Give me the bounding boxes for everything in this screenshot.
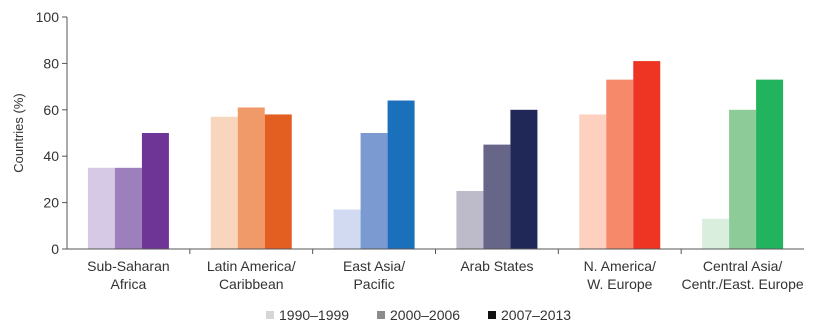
legend-swatch	[488, 311, 496, 319]
y-tick-label: 60	[43, 102, 59, 118]
y-axis: 0 20 40 60 80 100	[36, 9, 68, 257]
legend-swatch	[377, 311, 385, 319]
legend: 1990–1999 2000–2006 2007–2013	[266, 307, 571, 323]
bar	[210, 116, 238, 249]
x-tick-label: Caribbean	[219, 276, 284, 292]
bar	[633, 61, 661, 249]
bar	[333, 209, 361, 249]
y-tick-label: 0	[51, 241, 59, 257]
y-axis-label: Countries (%)	[11, 93, 26, 172]
x-tick-label: Centr./East. Europe	[681, 276, 803, 292]
bar	[264, 114, 292, 249]
x-tick-label: East Asia/	[343, 258, 405, 274]
bar	[387, 100, 415, 250]
x-tick-label: N. America/	[584, 258, 656, 274]
x-tick-label: Sub-Saharan	[87, 258, 170, 274]
x-tick-label: W. Europe	[587, 276, 653, 292]
bar	[579, 114, 607, 249]
y-tick-label: 100	[36, 9, 60, 25]
bar	[237, 107, 265, 249]
bar	[141, 133, 169, 249]
legend-label: 2000–2006	[390, 307, 460, 323]
bar	[360, 133, 388, 249]
bar	[87, 167, 115, 249]
x-axis: Sub-Saharan Africa Latin America/Caribbean…	[67, 248, 804, 292]
x-tick-label: Latin America/	[207, 258, 296, 274]
bar	[114, 167, 142, 249]
x-tick-label: Pacific	[353, 276, 394, 292]
bar	[456, 191, 484, 249]
y-tick-label: 80	[43, 55, 59, 71]
bar	[510, 109, 538, 249]
legend-label: 1990–1999	[279, 307, 349, 323]
x-tick-label: Central Asia/	[703, 258, 782, 274]
x-tick-label: Africa	[111, 276, 147, 292]
bar	[729, 109, 757, 249]
legend-label: 2007–2013	[501, 307, 571, 323]
y-tick-label: 20	[43, 195, 59, 211]
bar	[606, 79, 634, 249]
bar	[483, 144, 511, 249]
bar	[756, 79, 784, 249]
bar	[702, 218, 730, 249]
y-tick-label: 40	[43, 148, 59, 164]
legend-swatch	[266, 311, 274, 319]
bars	[87, 61, 784, 250]
x-tick-label: Arab States	[460, 258, 533, 274]
